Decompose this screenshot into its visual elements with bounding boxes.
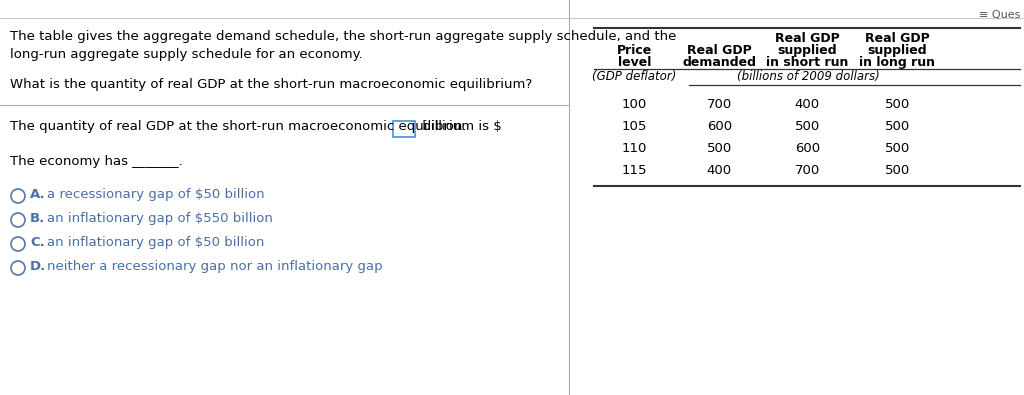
- Text: neither a recessionary gap nor an inflationary gap: neither a recessionary gap nor an inflat…: [47, 260, 383, 273]
- Text: Price: Price: [616, 44, 652, 57]
- Bar: [393, 121, 415, 137]
- Text: The quantity of real GDP at the short-run macroeconomic equilibrium is $: The quantity of real GDP at the short-ru…: [10, 120, 502, 133]
- Text: What is the quantity of real GDP at the short-run macroeconomic equilibrium?: What is the quantity of real GDP at the …: [10, 78, 532, 91]
- Text: 500: 500: [885, 164, 910, 177]
- Text: 100: 100: [622, 98, 647, 111]
- Text: supplied: supplied: [867, 44, 927, 57]
- Text: supplied: supplied: [777, 44, 838, 57]
- Text: Real GDP: Real GDP: [865, 32, 930, 45]
- Text: demanded: demanded: [682, 56, 757, 69]
- Text: 500: 500: [885, 120, 910, 133]
- Text: an inflationary gap of $550 billion: an inflationary gap of $550 billion: [47, 212, 272, 225]
- Text: A.: A.: [30, 188, 46, 201]
- Text: 600: 600: [707, 120, 732, 133]
- Text: 110: 110: [622, 142, 647, 155]
- Text: 105: 105: [622, 120, 647, 133]
- Text: Real GDP: Real GDP: [775, 32, 840, 45]
- Text: Real GDP: Real GDP: [687, 44, 752, 57]
- Text: in short run: in short run: [766, 56, 849, 69]
- Text: (GDP deflator): (GDP deflator): [592, 70, 677, 83]
- Text: B.: B.: [30, 212, 45, 225]
- Text: 700: 700: [795, 164, 820, 177]
- Text: 500: 500: [885, 142, 910, 155]
- Text: an inflationary gap of $50 billion: an inflationary gap of $50 billion: [47, 236, 264, 249]
- Text: 700: 700: [707, 98, 732, 111]
- Text: 600: 600: [795, 142, 820, 155]
- Text: (billions of 2009 dollars): (billions of 2009 dollars): [737, 70, 880, 83]
- Text: 115: 115: [622, 164, 647, 177]
- Text: C.: C.: [30, 236, 45, 249]
- Text: D.: D.: [30, 260, 46, 273]
- Text: in long run: in long run: [859, 56, 935, 69]
- Text: The table gives the aggregate demand schedule, the short-run aggregate supply sc: The table gives the aggregate demand sch…: [10, 30, 677, 43]
- Text: 500: 500: [707, 142, 732, 155]
- Text: billion.: billion.: [418, 120, 467, 133]
- Text: 400: 400: [707, 164, 732, 177]
- Text: The economy has _______.: The economy has _______.: [10, 155, 182, 168]
- Text: 400: 400: [795, 98, 820, 111]
- Text: ≡ Ques: ≡ Ques: [979, 10, 1020, 20]
- Text: level: level: [617, 56, 651, 69]
- Text: 500: 500: [885, 98, 910, 111]
- Text: 500: 500: [795, 120, 820, 133]
- Text: long-run aggregate supply schedule for an economy.: long-run aggregate supply schedule for a…: [10, 48, 362, 61]
- Text: a recessionary gap of $50 billion: a recessionary gap of $50 billion: [47, 188, 264, 201]
